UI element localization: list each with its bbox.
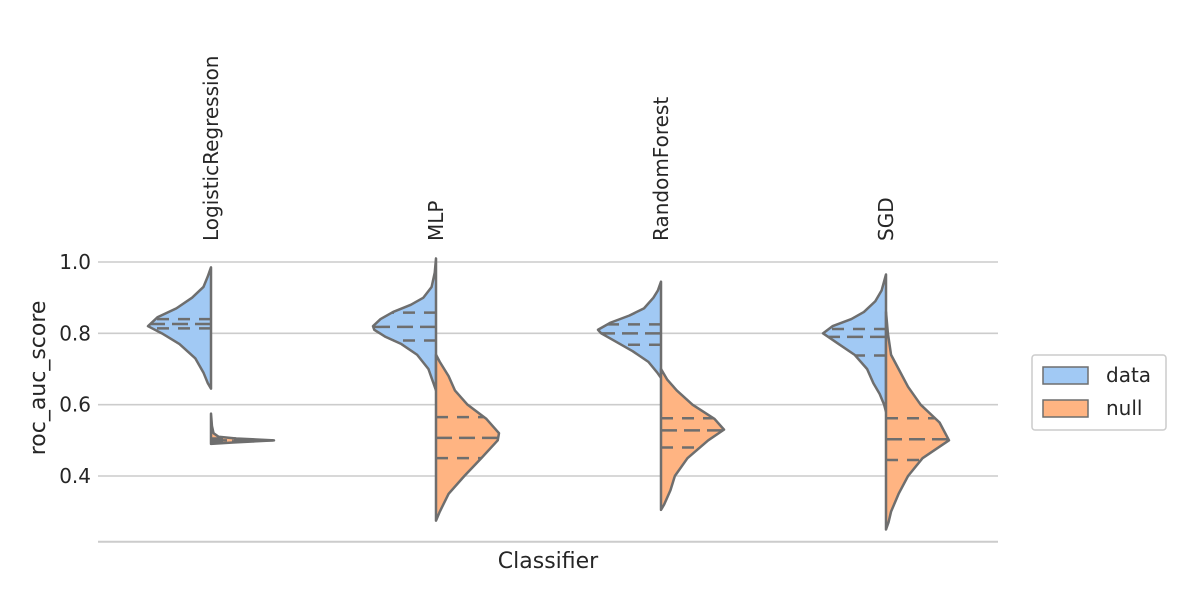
violin-null-SGD — [884, 310, 951, 531]
legend-label-null: null — [1106, 396, 1142, 420]
violin-data-MLP — [371, 257, 438, 392]
legend-swatch-data — [1042, 366, 1089, 385]
legend: data null — [1031, 354, 1167, 431]
category-labels: LogisticRegression MLP RandomForest SGD — [199, 56, 898, 242]
category-label: SGD — [874, 197, 898, 241]
violin-plots — [146, 257, 951, 531]
category-label: LogisticRegression — [199, 56, 223, 242]
y-gridlines — [98, 261, 998, 477]
violin-null-RandomForest — [659, 367, 726, 512]
category-label: RandomForest — [649, 97, 673, 241]
violin-data-RandomForest — [596, 280, 663, 380]
y-tick-label: 0.8 — [59, 321, 91, 345]
y-tick-label: 1.0 — [59, 250, 91, 274]
category-label: MLP — [424, 201, 448, 241]
legend-swatch-null — [1042, 399, 1089, 418]
y-tick-label: 0.6 — [59, 393, 91, 417]
legend-label-data: data — [1106, 363, 1151, 387]
y-tick-labels: 0.4 0.6 0.8 1.0 — [59, 250, 91, 488]
y-axis-title: roc_auc_score — [26, 301, 51, 456]
y-tick-label: 0.4 — [59, 464, 91, 488]
x-axis-title: Classifier — [498, 549, 599, 574]
violin-data-SGD — [821, 273, 888, 414]
